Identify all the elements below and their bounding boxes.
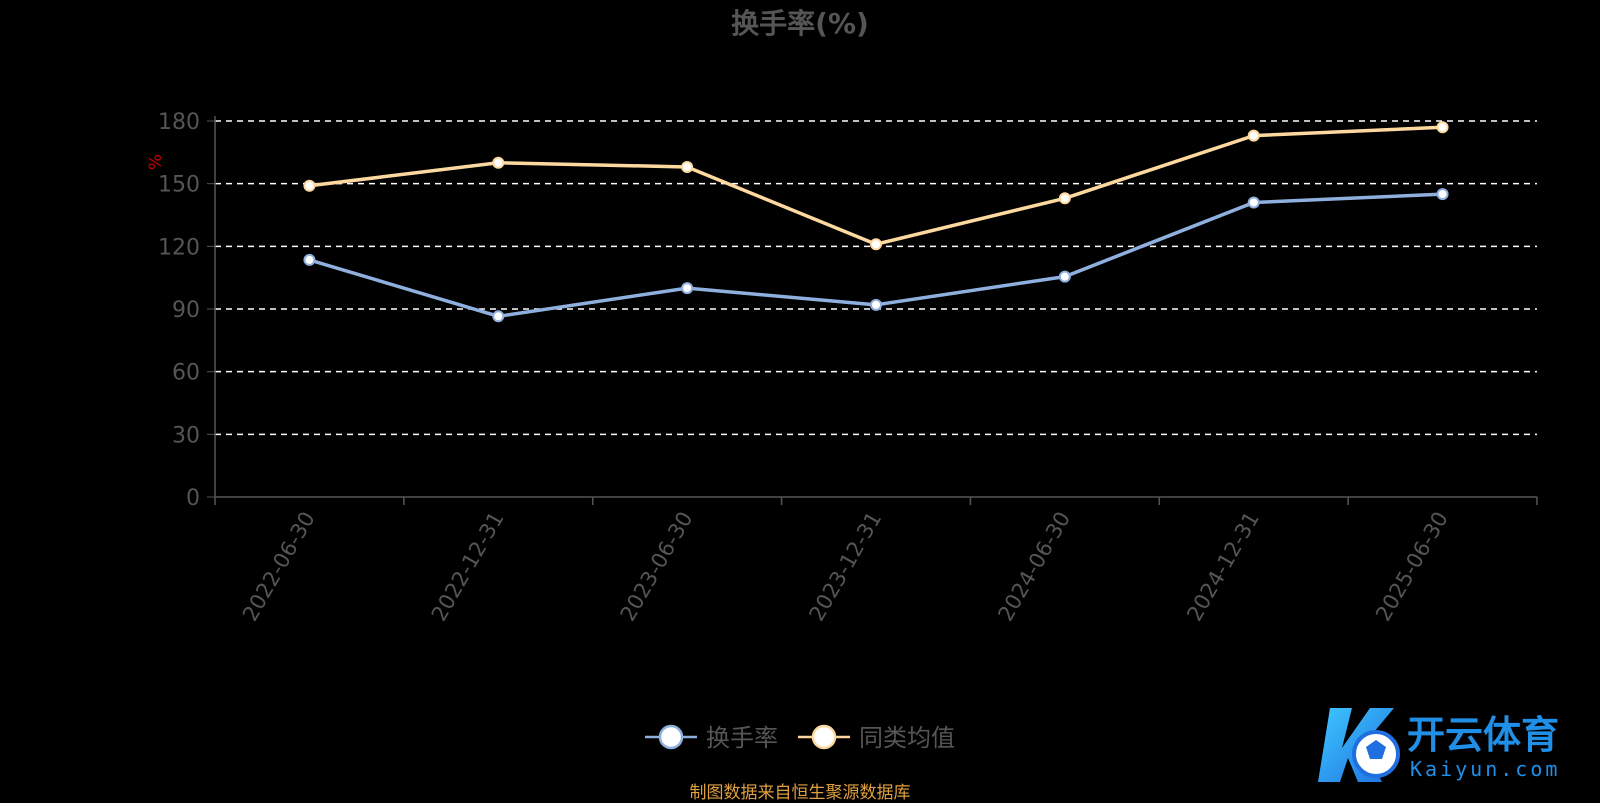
legend-marker-icon (658, 724, 684, 750)
data-point (870, 298, 882, 311)
x-tick-label: 2025-06-30 (1371, 508, 1453, 626)
kaiyun-watermark-logo: 开云体育 Kaiyun.com (1318, 708, 1560, 782)
chart-title: 换手率(%) (731, 7, 869, 40)
y-tick-label: 120 (158, 235, 200, 260)
y-tick-label: 30 (172, 423, 200, 448)
series (303, 121, 1449, 323)
legend-marker-icon (811, 724, 837, 750)
y-axis-unit-label: % (146, 154, 166, 170)
data-point (1058, 192, 1071, 205)
axes: 0 30 60 90 120 150 180 2022-06-30 2022-12-31 2023… (158, 110, 1538, 626)
data-point (1247, 129, 1260, 142)
grid-lines (215, 120, 1537, 436)
legend-label: 同类均值 (859, 724, 955, 752)
watermark-brand-en: Kaiyun.com (1410, 757, 1560, 781)
series-line (309, 125, 1443, 246)
y-tick-label: 180 (158, 110, 200, 135)
legend[interactable]: 换手率 同类均值 (645, 724, 955, 752)
data-point (303, 253, 316, 266)
x-tick-label: 2024-06-30 (993, 508, 1075, 626)
data-point (681, 160, 694, 173)
y-tick-label: 60 (172, 361, 200, 386)
x-tick-label: 2024-12-31 (1182, 508, 1264, 626)
watermark-brand-cn: 开云体育 (1407, 713, 1559, 757)
y-tick-label: 0 (186, 486, 200, 511)
data-point (1058, 270, 1071, 283)
data-point (492, 156, 505, 169)
source-note: 制图数据来自恒生聚源数据库 (689, 783, 911, 803)
x-tick-label: 2022-06-30 (238, 508, 320, 626)
data-point (492, 310, 505, 323)
data-point (681, 282, 694, 295)
data-point (870, 238, 882, 251)
data-point (303, 179, 316, 192)
x-tick-label: 2022-12-31 (427, 508, 509, 626)
data-point (1436, 188, 1449, 201)
data-point (1247, 196, 1260, 209)
x-tick-label: 2023-12-31 (805, 508, 887, 626)
series-line (308, 192, 1443, 319)
y-tick-label: 150 (158, 173, 200, 198)
y-tick-label: 90 (172, 298, 200, 323)
legend-label: 换手率 (706, 724, 778, 752)
x-tick-label: 2023-06-30 (616, 508, 698, 626)
data-point (1436, 121, 1449, 134)
